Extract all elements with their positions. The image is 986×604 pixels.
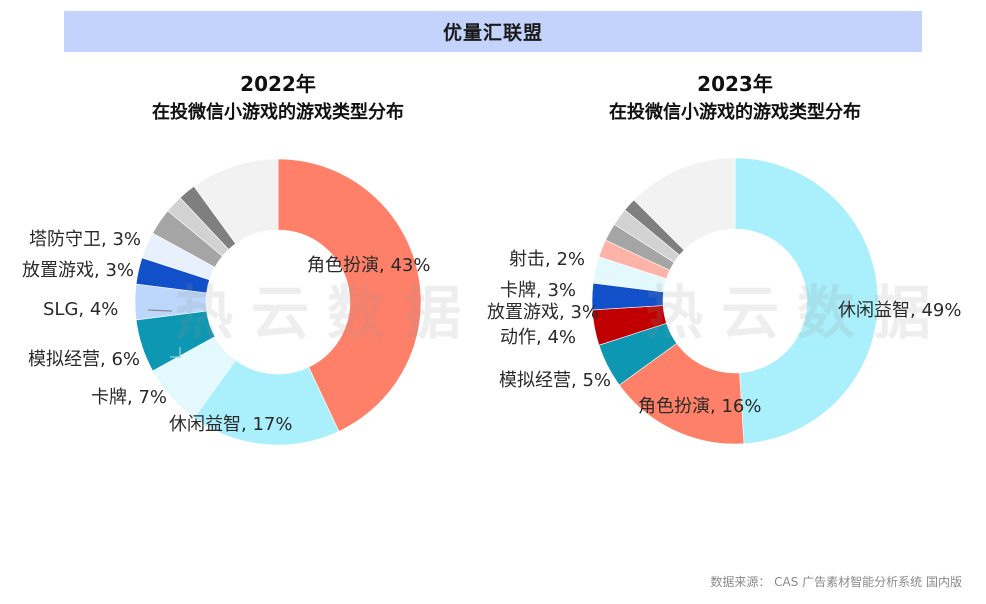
label-2022-casual: 休闲益智, 17% xyxy=(169,414,293,435)
watermark-left: 热云数据 xyxy=(175,279,480,347)
label-2022-rpg: 角色扮演, 43% xyxy=(307,255,431,276)
leader-line-sim xyxy=(170,347,181,358)
label-2023-idle: 放置游戏, 3% xyxy=(487,302,599,323)
chart-year-2023: 2023年 xyxy=(697,72,773,96)
watermark-right: 热云数据 xyxy=(645,279,950,347)
slice-其他 xyxy=(193,158,279,245)
slice-休闲益智 xyxy=(193,359,340,446)
slice-其他 xyxy=(633,157,736,251)
chart-title-2023: 2023年 在投微信小游戏的游戏类型分布 xyxy=(585,70,885,128)
chart-subtitle-2022: 在投微信小游戏的游戏类型分布 xyxy=(152,102,404,123)
label-2022-sim: 模拟经营, 6% xyxy=(28,349,140,370)
banner-title: 优量汇联盟 xyxy=(442,22,543,44)
slice-角色扮演 xyxy=(277,158,422,432)
chart-title-2022: 2022年 在投微信小游戏的游戏类型分布 xyxy=(128,70,428,128)
label-2022-card: 卡牌, 7% xyxy=(91,387,167,408)
label-2022-slg: SLG, 4% xyxy=(43,299,119,320)
chart-subtitle-2023: 在投微信小游戏的游戏类型分布 xyxy=(609,102,861,123)
label-2022-idle: 放置游戏, 3% xyxy=(22,260,134,281)
label-2022-td: 塔防守卫, 3% xyxy=(29,229,141,250)
donut-2022 xyxy=(134,158,422,446)
label-2023-sim: 模拟经营, 5% xyxy=(499,370,611,391)
donut-2023 xyxy=(591,157,879,445)
leader-line-slg xyxy=(147,309,173,312)
label-2023-rpg: 角色扮演, 16% xyxy=(638,396,762,417)
header-banner: 优量汇联盟 xyxy=(64,11,922,52)
label-2023-card: 卡牌, 3% xyxy=(500,280,576,301)
label-2023-casual: 休闲益智, 49% xyxy=(838,300,962,321)
data-source: 数据来源： CAS 广告素材智能分析系统 国内版 xyxy=(710,575,962,589)
slice-休闲益智 xyxy=(734,157,879,445)
label-2023-action: 动作, 4% xyxy=(500,327,576,348)
chart-year-2022: 2022年 xyxy=(240,72,316,96)
label-2023-shooter: 射击, 2% xyxy=(509,249,585,270)
